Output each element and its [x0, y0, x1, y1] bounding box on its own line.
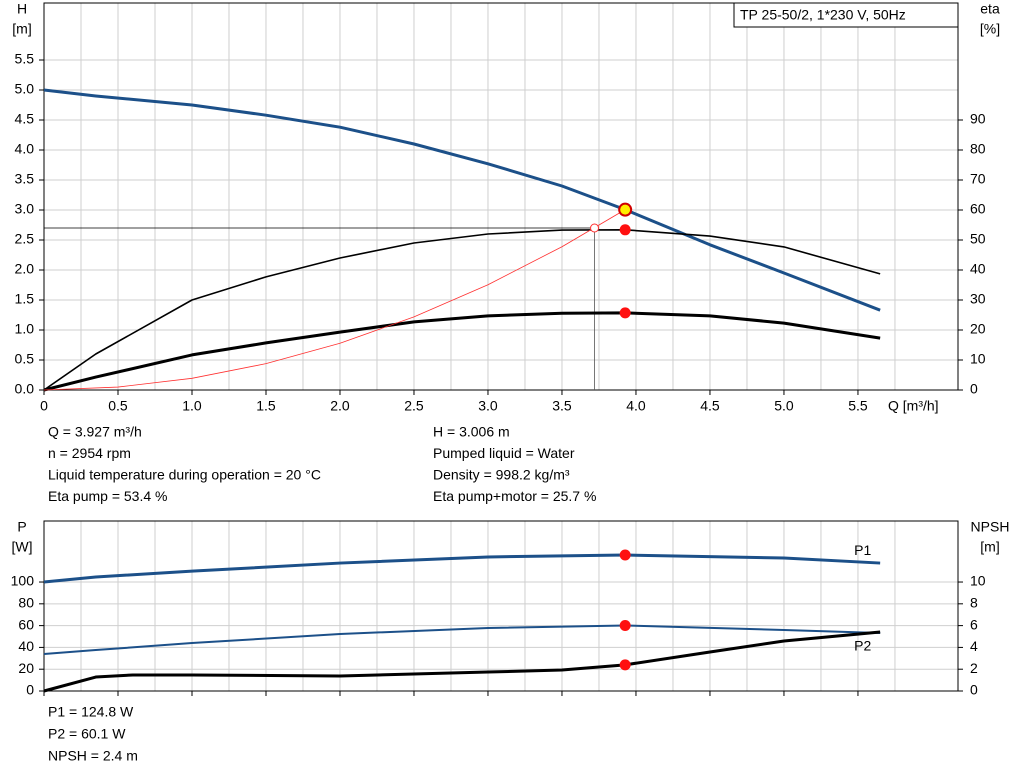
operating-dot	[619, 224, 631, 236]
y2-tick-label: 90	[970, 111, 986, 127]
y-tick-label: 3.5	[15, 171, 35, 187]
y-tick-label: 1.5	[15, 291, 35, 307]
y-tick-label: 1.0	[15, 321, 35, 337]
x-tick-label: 1.0	[182, 398, 202, 414]
info-text: Density = 998.2 kg/m³	[433, 467, 570, 483]
y2-tick-label: 50	[970, 231, 986, 247]
y2-tick-label: 4	[970, 638, 978, 654]
info-text: P2 = 60.1 W	[48, 726, 126, 742]
y-axis-label: P	[17, 519, 26, 535]
y2-axis-unit: [%]	[980, 21, 1000, 37]
y-tick-label: 20	[18, 660, 34, 676]
y-tick-label: 40	[18, 638, 34, 654]
y-tick-label: 60	[18, 616, 34, 632]
info-text: P1 = 124.8 W	[48, 704, 134, 720]
y-tick-label: 100	[11, 573, 35, 589]
y-tick-label: 5.0	[15, 81, 35, 97]
x-tick-label: 3.5	[552, 398, 572, 414]
y2-tick-label: 60	[970, 201, 986, 217]
y-tick-label: 0	[26, 682, 34, 698]
y-tick-label: 2.0	[15, 261, 35, 277]
x-axis-label: Q [m³/h]	[888, 398, 939, 414]
y-tick-label: 4.5	[15, 111, 35, 127]
duty-point	[618, 202, 633, 217]
y2-tick-label: 2	[970, 660, 978, 676]
x-tick-label: 5.0	[774, 398, 794, 414]
y2-tick-label: 30	[970, 291, 986, 307]
y-tick-label: 4.0	[15, 141, 35, 157]
y2-tick-label: 70	[970, 171, 986, 187]
x-tick-label: 0.5	[108, 398, 128, 414]
y2-tick-label: 20	[970, 321, 986, 337]
curve	[43, 88, 881, 312]
operating-dot	[619, 549, 631, 561]
info-text: Pumped liquid = Water	[433, 445, 575, 461]
y-tick-label: 5.5	[15, 51, 35, 67]
y-tick-label: 0.5	[15, 351, 35, 367]
plot-frame	[43, 2, 959, 391]
curve-label: P1	[854, 542, 871, 558]
curve	[43, 229, 881, 391]
operating-dot	[619, 659, 631, 671]
info-text: Q = 3.927 m³/h	[48, 424, 142, 440]
legend-text: TP 25-50/2, 1*230 V, 50Hz	[740, 7, 906, 23]
plot-frame	[43, 520, 959, 692]
reference-point	[590, 223, 600, 233]
y2-tick-label: 8	[970, 595, 978, 611]
y2-tick-label: 10	[970, 573, 986, 589]
y2-axis-label: NPSH	[971, 519, 1010, 535]
info-text: Liquid temperature during operation = 20…	[48, 467, 321, 483]
curve-label: P2	[854, 638, 871, 654]
y2-axis-unit: [m]	[980, 539, 999, 555]
x-tick-label: 4.0	[626, 398, 646, 414]
y-tick-label: 3.0	[15, 201, 35, 217]
info-text: Eta pump+motor = 25.7 %	[433, 488, 596, 504]
x-tick-label: 0	[40, 398, 48, 414]
y-axis-unit: [m]	[12, 21, 31, 37]
x-tick-label: 5.5	[848, 398, 868, 414]
y2-tick-label: 40	[970, 261, 986, 277]
curve	[43, 553, 881, 584]
operating-dot	[619, 620, 631, 632]
y-tick-label: 0.0	[15, 381, 35, 397]
info-text: NPSH = 2.4 m	[48, 748, 138, 764]
y-axis-unit: [W]	[12, 539, 33, 555]
y2-tick-label: 10	[970, 351, 986, 367]
curve	[43, 624, 881, 655]
y-tick-label: 80	[18, 595, 34, 611]
curve	[43, 209, 626, 391]
operating-dot	[619, 307, 631, 319]
x-tick-label: 4.5	[700, 398, 720, 414]
info-text: n = 2954 rpm	[48, 445, 131, 461]
y2-tick-label: 6	[970, 616, 978, 632]
y2-axis-label: eta	[980, 1, 1000, 17]
x-tick-label: 2.0	[330, 398, 350, 414]
y2-tick-label: 0	[970, 682, 978, 698]
curve	[43, 630, 881, 693]
y-axis-label: H	[17, 1, 27, 17]
y-tick-label: 2.5	[15, 231, 35, 247]
info-text: H = 3.006 m	[433, 424, 510, 440]
y2-tick-label: 80	[970, 141, 986, 157]
info-text: Eta pump = 53.4 %	[48, 488, 167, 504]
curve	[43, 311, 881, 392]
x-tick-label: 3.0	[478, 398, 498, 414]
x-tick-label: 2.5	[404, 398, 424, 414]
y2-tick-label: 0	[970, 381, 978, 397]
legend-box	[733, 2, 959, 28]
x-tick-label: 1.5	[256, 398, 276, 414]
